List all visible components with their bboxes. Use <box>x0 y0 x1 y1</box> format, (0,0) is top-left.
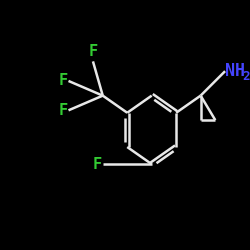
Text: F: F <box>58 74 67 88</box>
Text: 2: 2 <box>243 70 250 83</box>
Text: F: F <box>58 103 67 118</box>
Text: F: F <box>92 157 102 172</box>
Text: NH: NH <box>225 62 245 80</box>
Text: F: F <box>88 44 98 59</box>
